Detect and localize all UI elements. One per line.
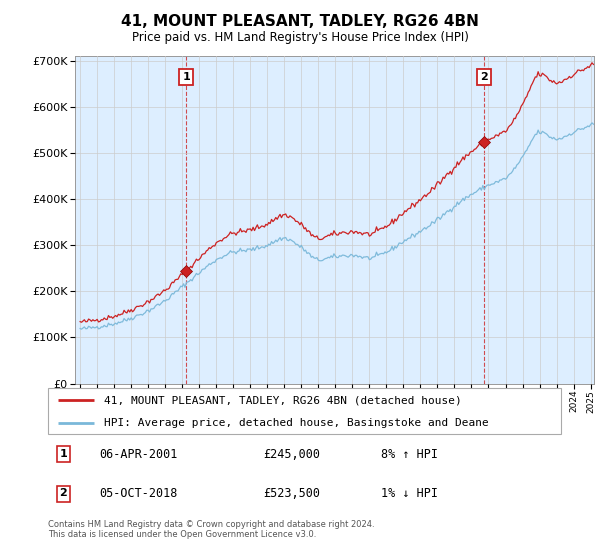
Text: 1% ↓ HPI: 1% ↓ HPI [382,487,439,500]
Text: 05-OCT-2018: 05-OCT-2018 [100,487,178,500]
Text: HPI: Average price, detached house, Basingstoke and Deane: HPI: Average price, detached house, Basi… [104,418,489,427]
Text: 2: 2 [481,72,488,82]
Text: 8% ↑ HPI: 8% ↑ HPI [382,447,439,461]
Text: 2: 2 [59,488,67,498]
Text: Contains HM Land Registry data © Crown copyright and database right 2024.
This d: Contains HM Land Registry data © Crown c… [48,520,374,539]
Text: 06-APR-2001: 06-APR-2001 [100,447,178,461]
Text: 1: 1 [182,72,190,82]
Text: 41, MOUNT PLEASANT, TADLEY, RG26 4BN (detached house): 41, MOUNT PLEASANT, TADLEY, RG26 4BN (de… [104,395,462,405]
Text: 41, MOUNT PLEASANT, TADLEY, RG26 4BN: 41, MOUNT PLEASANT, TADLEY, RG26 4BN [121,14,479,29]
Text: Price paid vs. HM Land Registry's House Price Index (HPI): Price paid vs. HM Land Registry's House … [131,31,469,44]
Text: £523,500: £523,500 [263,487,320,500]
Text: 1: 1 [59,449,67,459]
Text: £245,000: £245,000 [263,447,320,461]
FancyBboxPatch shape [48,388,561,434]
